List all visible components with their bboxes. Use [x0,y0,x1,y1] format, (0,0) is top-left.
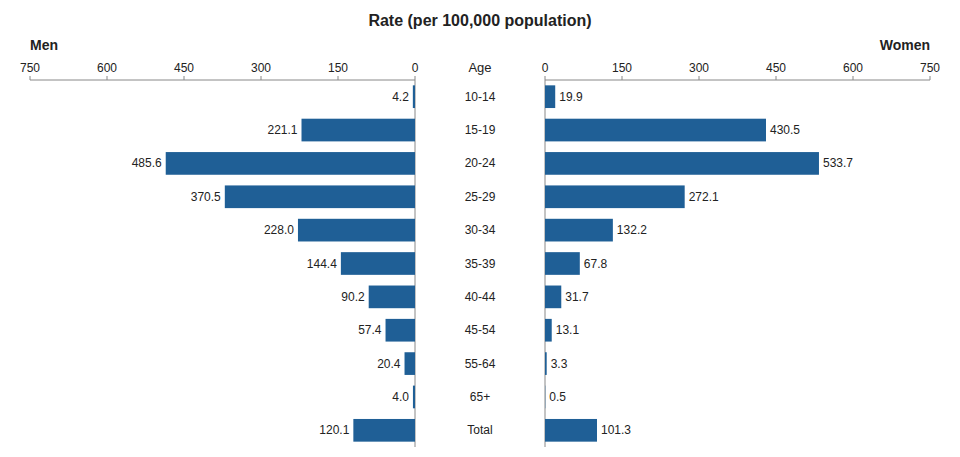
data-label: 13.1 [556,323,580,337]
category-label: 35-39 [465,257,496,271]
bars [166,85,415,441]
bar [369,286,415,309]
bar [545,152,819,175]
tick [545,76,546,80]
tick-label: 300 [689,61,709,75]
tick-label: 750 [20,61,40,75]
category-label: Total [467,423,492,437]
tick [776,76,777,80]
data-label: 90.2 [341,290,365,304]
bar [545,185,685,208]
data-label: 144.4 [307,257,337,271]
data-label: 272.1 [689,190,719,204]
bar [413,386,415,409]
tick [184,76,185,80]
data-label: 228.0 [264,223,294,237]
tick-label: 600 [97,61,117,75]
axis-line [30,80,415,81]
data-label: 533.7 [823,156,853,170]
bar [545,286,561,309]
tick-label: 450 [766,61,786,75]
x-axis-women: 0 150 300 450 600 750 [542,61,941,447]
chart-root: Rate (per 100,000 population) Men Women 0 15… [0,0,960,457]
axis-line [545,80,930,81]
tick [30,76,31,80]
data-label: 370.5 [191,190,221,204]
data-label: 101.3 [601,423,631,437]
data-label: 57.4 [358,323,382,337]
bar [413,85,415,108]
bar [166,152,415,175]
category-label: 30-34 [465,223,496,237]
axis-label: Age [468,60,491,75]
category-label: 40-44 [465,290,496,304]
tick [338,76,339,80]
bar [225,185,415,208]
data-label: 485.6 [132,156,162,170]
tick-label: 450 [174,61,194,75]
bar [386,319,415,342]
x-axis-men: 0 150 300 450 600 750 [20,61,419,447]
bar [545,419,597,442]
tick-label: 300 [251,61,271,75]
category-label: 65+ [470,390,490,404]
tick [415,76,416,80]
bars [545,85,819,441]
data-labels: 4.2 221.1 485.6 370.5 228.0 144.4 90.2 57.4 20.4… [132,90,410,438]
data-label: 19.9 [559,90,583,104]
data-label: 120.1 [319,423,349,437]
tick-label: 150 [328,61,348,75]
data-label: 4.2 [392,90,409,104]
data-label: 3.3 [551,357,568,371]
category-label: 25-29 [465,190,496,204]
data-label: 430.5 [770,123,800,137]
tick [930,76,931,80]
bar [545,252,580,275]
data-label: 132.2 [617,223,647,237]
bar [405,352,415,375]
category-label: 55-64 [465,357,496,371]
panel-label: Men [30,37,58,53]
data-label: 221.1 [267,123,297,137]
category-label: 15-19 [465,123,496,137]
bar [341,252,415,275]
bar [545,386,546,409]
data-label: 4.0 [392,390,409,404]
bar [298,219,415,242]
tick [107,76,108,80]
title: Rate (per 100,000 population) [368,12,591,29]
category-label: 45-54 [465,323,496,337]
data-labels: 19.9 430.5 533.7 272.1 132.2 67.8 31.7 13.1 3.3 0… [549,90,853,438]
tick-label: 750 [920,61,940,75]
tick [622,76,623,80]
bar [545,319,552,342]
data-label: 20.4 [377,357,401,371]
tick-label: 150 [612,61,632,75]
tick-label: 0 [412,61,419,75]
tick-label: 600 [843,61,863,75]
data-label: 67.8 [584,257,608,271]
tick [261,76,262,80]
bar [545,85,555,108]
category-label: 20-24 [465,156,496,170]
bar [545,352,547,375]
data-label: 31.7 [565,290,589,304]
chart-svg: Rate (per 100,000 population) Men Women 0 15… [0,0,960,457]
bar [545,119,766,142]
tick [699,76,700,80]
tick [853,76,854,80]
bar [545,219,613,242]
bar [353,419,415,442]
tick-label: 0 [542,61,549,75]
bar [302,119,415,142]
data-label: 0.5 [549,390,566,404]
panel-label: Women [880,37,930,53]
category-label: 10-14 [465,90,496,104]
